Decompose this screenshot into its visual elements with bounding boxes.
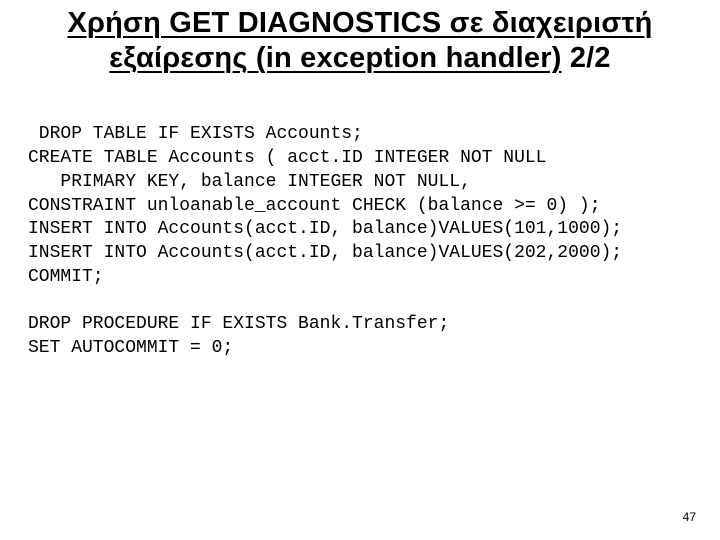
code-line: INSERT INTO Accounts(acct.ID, balance)VA…: [28, 243, 622, 263]
code-line: PRIMARY KEY, balance INTEGER NOT NULL,: [28, 172, 471, 192]
title-paren: (in exception handler): [256, 42, 562, 74]
page-number: 47: [683, 510, 696, 524]
code-line: DROP TABLE IF EXISTS Accounts;: [28, 124, 363, 144]
code-line: SET AUTOCOMMIT = 0;: [28, 338, 233, 358]
code-block: DROP TABLE IF EXISTS Accounts; CREATE TA…: [28, 100, 692, 361]
slide-title: Χρήση GET DIAGNOSTICS σε διαχειριστή εξα…: [28, 6, 692, 76]
code-line: DROP PROCEDURE IF EXISTS Bank.Transfer;: [28, 314, 449, 334]
code-line: CONSTRAINT unloanable_account CHECK (bal…: [28, 196, 601, 216]
code-line: COMMIT;: [28, 267, 104, 287]
code-line: CREATE TABLE Accounts ( acct.ID INTEGER …: [28, 148, 546, 168]
slide: Χρήση GET DIAGNOSTICS σε διαχειριστή εξα…: [0, 0, 720, 540]
title-suffix: 2/2: [562, 42, 611, 74]
code-line: INSERT INTO Accounts(acct.ID, balance)VA…: [28, 219, 622, 239]
